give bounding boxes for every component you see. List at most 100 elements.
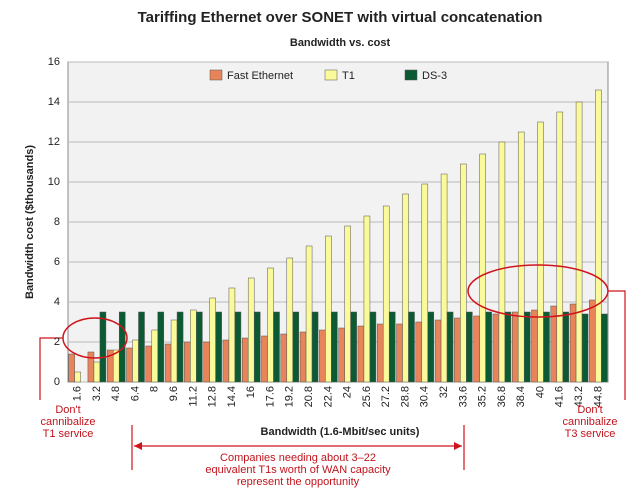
bar (473, 315, 480, 383)
bar (215, 311, 222, 383)
bar (145, 345, 153, 383)
bar (434, 319, 442, 383)
x-tick-label: 16 (245, 386, 257, 398)
annotation: Don't (55, 404, 80, 416)
bar (93, 361, 101, 383)
annotation: T1 service (43, 428, 94, 440)
x-tick-label: 6.4 (129, 386, 141, 401)
bar (575, 101, 583, 383)
bar (440, 173, 448, 383)
bar (485, 311, 492, 383)
x-tick-label: 12.8 (207, 386, 219, 407)
bar (382, 205, 390, 383)
bar (280, 333, 288, 383)
bar (408, 311, 415, 383)
x-tick-label: 43.2 (573, 386, 585, 407)
bar (543, 311, 550, 383)
bar (454, 317, 461, 383)
bar (415, 321, 423, 383)
annotation: represent the opportunity (237, 476, 360, 488)
x-tick-label: 44.8 (592, 386, 604, 407)
x-tick-label: 22.4 (322, 386, 334, 407)
x-tick-label: 1.6 (72, 386, 84, 401)
bar (132, 339, 139, 383)
bar (151, 329, 159, 383)
x-tick-label: 14.4 (226, 386, 238, 407)
bar (369, 311, 377, 383)
marks (68, 61, 608, 383)
bar (396, 323, 403, 383)
x-tick-label: 19.2 (284, 386, 296, 407)
x-tick-label: 27.2 (380, 386, 392, 407)
y-tick-label: 16 (48, 56, 60, 68)
x-tick-label: 28.8 (399, 386, 411, 407)
y-tick-label: 14 (48, 96, 60, 108)
y-tick-label: 4 (54, 296, 60, 308)
legend-label: DS-3 (422, 70, 447, 82)
x-tick-label: 11.2 (187, 386, 199, 407)
x-axis-label: Bandwidth (1.6-Mbit/sec units) (261, 426, 420, 438)
bar (402, 193, 409, 383)
bar (176, 311, 184, 383)
bar (196, 311, 203, 383)
x-tick-label: 25.6 (361, 386, 373, 407)
bar (492, 313, 500, 383)
annotation: cannibalize (40, 416, 95, 428)
bar (550, 305, 558, 383)
bar (531, 309, 538, 383)
y-tick-label: 10 (48, 176, 60, 188)
bar (273, 311, 280, 383)
x-tick-label: 38.4 (515, 386, 527, 407)
bar (234, 311, 242, 383)
bar (427, 311, 435, 383)
bar (357, 325, 365, 383)
bar (589, 299, 596, 383)
legend-swatch (324, 69, 338, 81)
bar (595, 89, 602, 383)
x-tick-label: 30.4 (419, 386, 431, 407)
legend-label: T1 (342, 70, 355, 82)
bar (190, 309, 197, 383)
bar (68, 353, 75, 383)
annotation: Companies needing about 3–22 (220, 452, 376, 464)
bar (99, 311, 107, 383)
annotation: equivalent T1s worth of WAN capacity (205, 464, 391, 476)
x-tick-label: 24 (342, 386, 354, 398)
chart-title: Tariffing Ethernet over SONET with virtu… (138, 9, 543, 26)
x-tick-label: 3.2 (91, 386, 103, 401)
bar (338, 327, 345, 383)
bar (537, 121, 544, 383)
annotation: Don't (577, 404, 602, 416)
arrow (39, 337, 63, 400)
legend-swatch (209, 69, 223, 81)
bar (376, 323, 384, 383)
bar (247, 277, 255, 383)
bar (157, 311, 165, 383)
bar (87, 351, 95, 383)
y-tick-label: 2 (54, 336, 60, 348)
bar (138, 311, 145, 383)
bar (319, 329, 326, 383)
bar (292, 311, 300, 383)
bar (562, 311, 570, 383)
bar (170, 319, 178, 383)
bar (228, 287, 236, 383)
x-tick-label: 8 (149, 386, 161, 392)
bar (350, 311, 357, 383)
x-tick-label: 17.6 (264, 386, 276, 407)
bar (267, 267, 274, 383)
bar (498, 141, 506, 383)
bar (344, 225, 351, 383)
bar (203, 341, 210, 383)
bar (261, 335, 268, 383)
y-tick-label: 0 (54, 376, 60, 388)
bar (363, 215, 371, 383)
bar (569, 303, 577, 383)
bar (517, 131, 525, 383)
bar (299, 331, 307, 383)
bar (601, 313, 608, 383)
x-tick-label: 20.8 (303, 386, 315, 407)
x-tick-label: 33.6 (457, 386, 469, 407)
bar (286, 257, 294, 383)
